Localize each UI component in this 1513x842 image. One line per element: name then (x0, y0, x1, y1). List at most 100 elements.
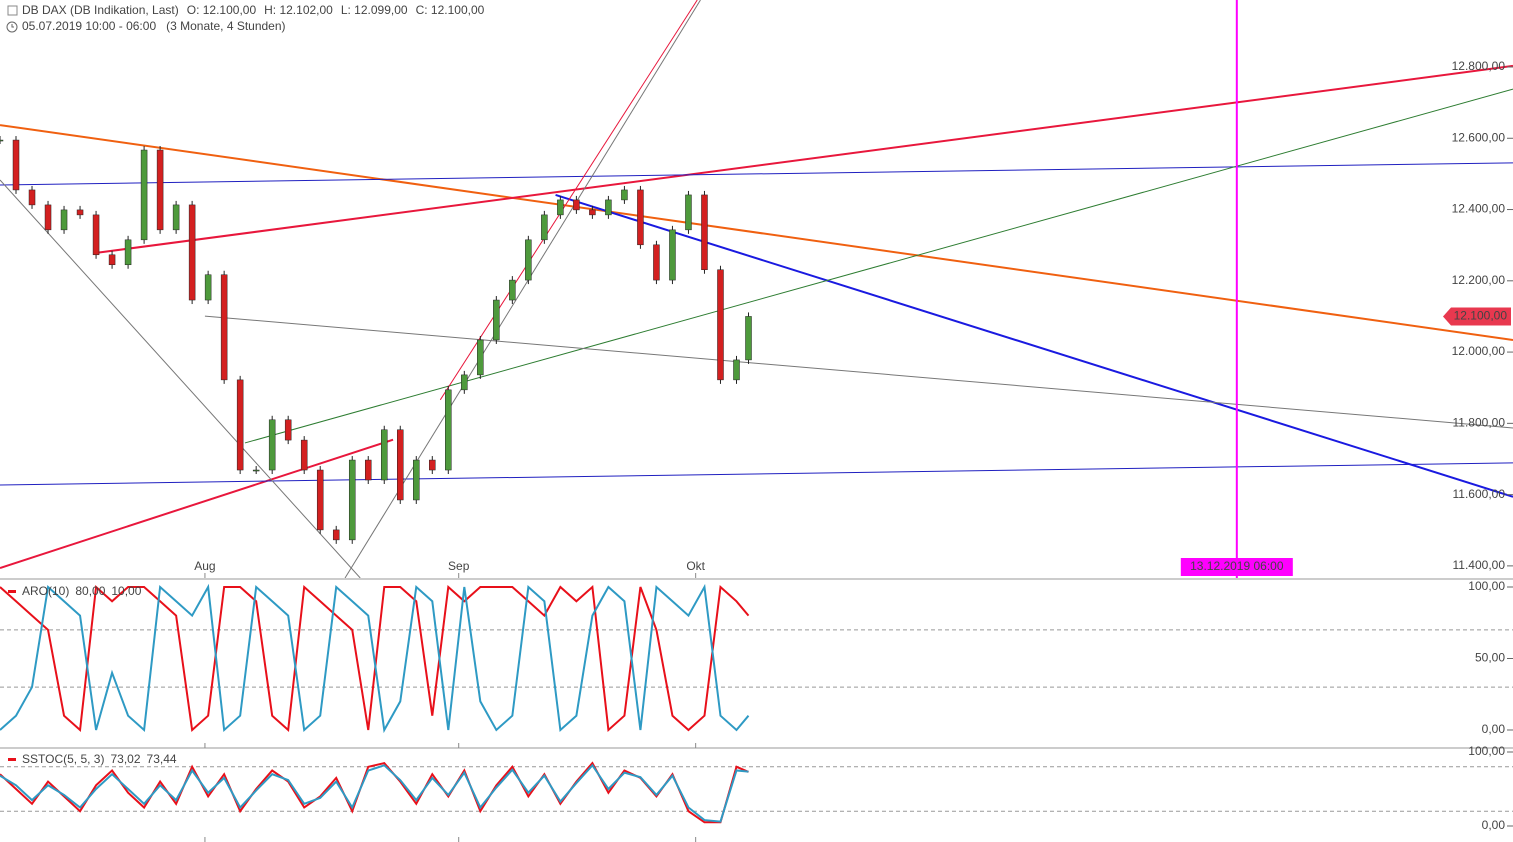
candle (236, 379, 244, 471)
candle (108, 254, 116, 266)
candle (477, 339, 484, 376)
candle (557, 199, 564, 216)
candle (413, 459, 420, 501)
candle (76, 209, 84, 216)
candle (220, 274, 228, 381)
candle (348, 459, 356, 541)
indicator-label: SSTOC(5, 5, 3) (22, 752, 104, 766)
trend-line (0, 124, 1513, 341)
symbol-icon (7, 5, 18, 16)
candle (621, 189, 628, 201)
y-tick-label: 11.600,00 (1453, 487, 1506, 501)
candle (268, 419, 276, 471)
indicator-line (0, 584, 750, 733)
legend-swatch (8, 590, 16, 593)
candle (397, 429, 404, 501)
y-tick-label: 12.800,00 (1452, 59, 1506, 73)
candle (172, 204, 180, 231)
legend-swatch (8, 758, 16, 761)
ohlc-value: H: 12.102,00 (264, 3, 333, 17)
trend-line (204, 315, 1513, 429)
trend-line (555, 193, 1513, 498)
y-tick-label: 12.400,00 (1452, 202, 1506, 216)
indicator-value: 10,00 (111, 584, 141, 598)
chart-title: DB DAX (DB Indikation, Last) (22, 3, 179, 17)
candle (685, 194, 692, 231)
indicator-value: 80,00 (75, 584, 105, 598)
panel-plot (0, 0, 1513, 578)
candle (541, 214, 548, 241)
candle (745, 316, 752, 361)
y-tick-label: 0,00 (1482, 818, 1506, 832)
trend-line (0, 162, 1513, 186)
candle (525, 239, 532, 281)
candle (252, 469, 260, 472)
candle (653, 244, 660, 281)
clock-hand (11, 24, 14, 28)
candle (429, 459, 436, 471)
y-tick-label: 50,00 (1475, 651, 1505, 665)
candle (188, 204, 196, 301)
date-marker-label: 13.12.2019 06:00 (1190, 559, 1284, 573)
candle (364, 459, 372, 481)
candle (28, 189, 36, 206)
candle (284, 419, 292, 441)
candle (92, 214, 100, 256)
ohlc-value: L: 12.099,00 (341, 3, 408, 17)
candle (0, 139, 4, 142)
clock-icon (6, 21, 18, 33)
candle (605, 199, 612, 216)
y-tick-label: 11.400,00 (1453, 558, 1506, 572)
trend-line (0, 462, 1513, 486)
x-tick-label: Aug (194, 559, 215, 573)
trend-line (0, 438, 394, 569)
y-tick-label: 12.600,00 (1452, 130, 1506, 144)
trend-line (95, 64, 1513, 255)
trend-line (439, 0, 698, 401)
x-tick-label: Okt (686, 559, 705, 573)
candle (300, 439, 308, 471)
ohlc-value: C: 12.100,00 (416, 3, 485, 17)
candle (332, 529, 340, 541)
candle (573, 199, 580, 211)
y-tick-label: 100,00 (1468, 579, 1505, 593)
chart-subtitle: 05.07.2019 10:00 - 06:00 (3 Monate, 4 St… (22, 19, 286, 33)
panel-plot (0, 583, 1513, 734)
candle (124, 239, 132, 266)
indicator-value: 73,02 (110, 752, 140, 766)
candle (493, 299, 500, 341)
candle (589, 209, 596, 216)
indicator-value: 73,44 (147, 752, 177, 766)
trend-line (344, 0, 701, 578)
candle (204, 274, 212, 301)
trend-line (0, 179, 361, 578)
candle (60, 209, 68, 231)
candle (381, 429, 388, 481)
y-tick-label: 100,00 (1468, 744, 1505, 758)
y-tick-label: 12.200,00 (1452, 273, 1506, 287)
panel-plot (0, 761, 1513, 824)
y-tick-label: 12.000,00 (1452, 344, 1506, 358)
candle (156, 149, 164, 231)
candle (701, 194, 708, 271)
candle (140, 149, 148, 241)
x-tick-label: Sep (448, 559, 470, 573)
date-marker-box (1180, 558, 1293, 576)
candle (44, 204, 52, 231)
indicator-label: ARO(10) (22, 584, 69, 598)
candle (12, 139, 20, 191)
price-tag (1443, 307, 1511, 326)
price-label: 12.100,00 (1454, 309, 1508, 323)
candle (445, 389, 452, 471)
indicator-line (0, 761, 749, 824)
candle (637, 189, 644, 246)
indicator-line (0, 763, 749, 823)
candle (509, 279, 516, 301)
candle (733, 359, 740, 381)
indicator-line (0, 583, 750, 734)
candle (461, 374, 468, 391)
candle (669, 229, 676, 281)
candle (316, 469, 324, 531)
y-tick-label: 0,00 (1482, 722, 1506, 736)
